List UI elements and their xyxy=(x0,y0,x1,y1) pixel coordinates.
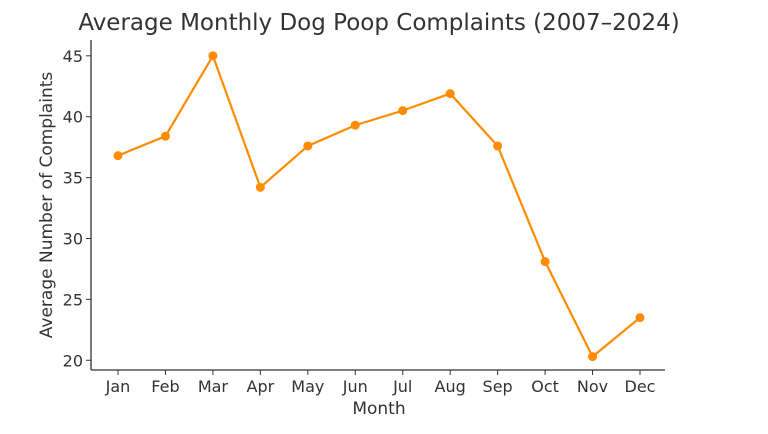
x-tick-label: Apr xyxy=(247,377,275,396)
y-tick-label: 25 xyxy=(63,290,83,309)
data-point-jun xyxy=(350,120,360,130)
data-point-aug xyxy=(445,89,455,99)
data-point-nov xyxy=(588,352,598,362)
y-tick-label: 30 xyxy=(63,229,83,248)
x-tick-label: Aug xyxy=(435,377,466,396)
y-tick-label: 20 xyxy=(63,351,83,370)
y-tick-label: 35 xyxy=(63,169,83,188)
data-point-jan xyxy=(113,151,123,161)
x-tick-label: Mar xyxy=(198,377,229,396)
x-tick-label: Jan xyxy=(105,377,131,396)
y-tick-label: 40 xyxy=(63,108,83,127)
x-tick-label: Sep xyxy=(483,377,513,396)
data-point-dec xyxy=(635,313,645,323)
x-tick-label: Feb xyxy=(151,377,179,396)
x-tick-label: May xyxy=(291,377,324,396)
data-point-oct xyxy=(540,257,550,267)
data-point-may xyxy=(303,141,313,151)
chart-title: Average Monthly Dog Poop Complaints (200… xyxy=(78,10,679,36)
data-point-feb xyxy=(160,131,170,141)
x-tick-label: Nov xyxy=(577,377,608,396)
x-tick-label: Oct xyxy=(531,377,559,396)
data-point-sep xyxy=(493,141,503,151)
x-axis-label: Month xyxy=(352,399,405,419)
x-tick-label: Jun xyxy=(342,377,368,396)
data-point-mar xyxy=(208,51,218,61)
series-line xyxy=(117,54,641,358)
x-tick-label: Jul xyxy=(392,377,412,396)
x-tick-label: Dec xyxy=(625,377,656,396)
data-point-apr xyxy=(255,182,265,192)
y-axis-label: Average Number of Complaints xyxy=(37,72,57,339)
data-point-jul xyxy=(398,106,408,116)
y-tick-label: 45 xyxy=(63,47,83,66)
